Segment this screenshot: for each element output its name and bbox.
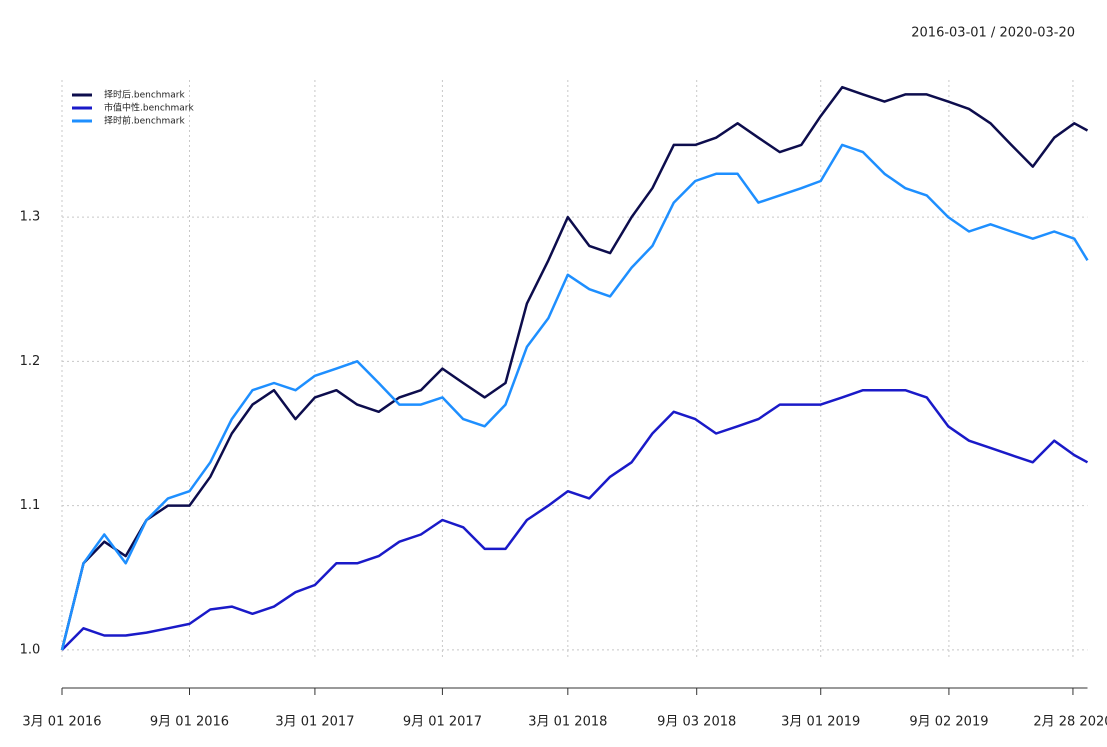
x-tick-label: 3月 01 2018	[528, 715, 607, 730]
data-line	[60, 85, 1089, 651]
chart-title: 2016-03-01 / 2020-03-20	[911, 26, 1075, 41]
y-tick-label: 1.1	[20, 498, 41, 513]
legend-label: 择时后.benchmark	[104, 89, 185, 101]
x-tick-label: 3月 01 2019	[781, 715, 860, 730]
data-line	[61, 388, 1089, 651]
x-tick-label: 9月 03 2018	[657, 715, 736, 730]
legend-label: 择时前.benchmark	[104, 115, 185, 127]
x-tick-label: 9月 01 2016	[150, 715, 229, 730]
x-tick-label: 2月 28 2020	[1033, 715, 1107, 730]
x-tick-label: 3月 01 2017	[275, 715, 354, 730]
x-tick-label: 3月 01 2016	[22, 715, 101, 730]
y-tick-label: 1.2	[20, 354, 41, 369]
y-tick-label: 1.0	[20, 642, 41, 657]
x-tick-label: 9月 02 2019	[909, 715, 988, 730]
data-line	[60, 143, 1089, 651]
y-tick-label: 1.3	[20, 210, 41, 225]
legend-label: 市值中性.benchmark	[104, 102, 194, 114]
x-tick-label: 9月 01 2017	[403, 715, 482, 730]
